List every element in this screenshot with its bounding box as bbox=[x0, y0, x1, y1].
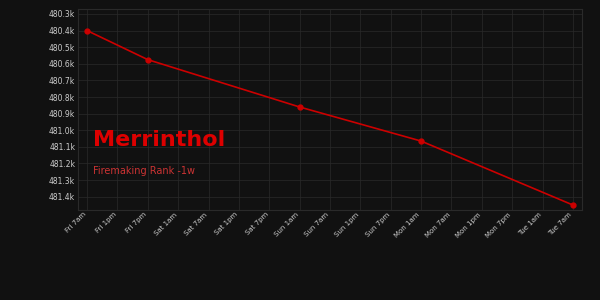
Text: Merrinthol: Merrinthol bbox=[93, 130, 226, 150]
Text: Firemaking Rank -1w: Firemaking Rank -1w bbox=[93, 166, 195, 176]
